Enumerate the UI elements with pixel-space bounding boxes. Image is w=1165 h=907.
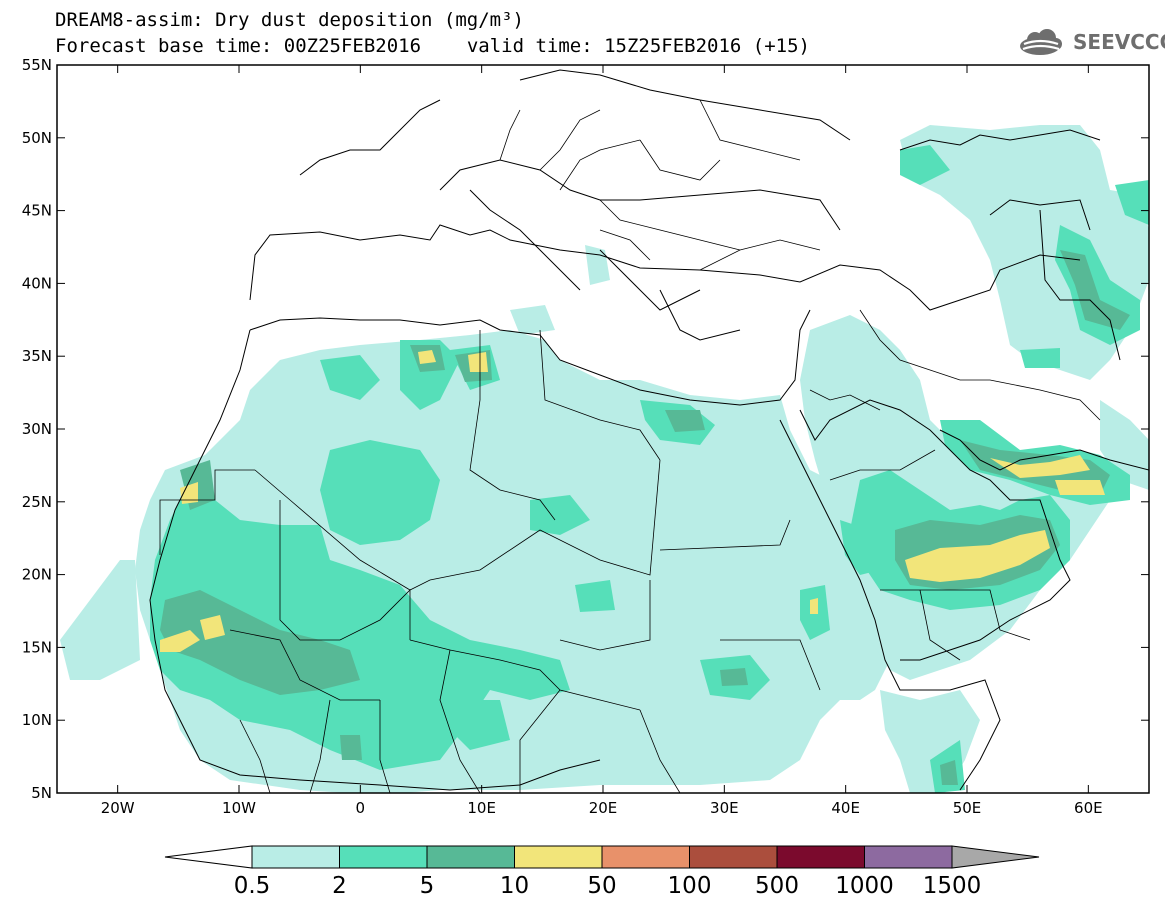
axis-tick-labels: 20W 10W 0 10E 20E 30E 40E 50E 60E 55N 50N 45N 40N 35N…	[22, 56, 1103, 817]
axis-ticks	[57, 64, 1149, 794]
lat-tick-label: 10N	[22, 711, 52, 729]
lat-tick-label: 35N	[22, 347, 52, 365]
lon-tick-label: 20E	[589, 799, 618, 817]
deposition-field	[60, 125, 1149, 793]
base-time: Forecast base time: 00Z25FEB2016	[55, 35, 422, 57]
lon-tick-label: 10E	[467, 799, 496, 817]
forecast-times: Forecast base time: 00Z25FEB2016 valid t…	[55, 36, 810, 56]
lon-tick-label: 10W	[222, 799, 256, 817]
lat-tick-label: 50N	[22, 129, 52, 147]
lon-tick-label: 0	[356, 799, 366, 817]
lon-tick-label: 30E	[710, 799, 739, 817]
lat-tick-label: 20N	[22, 566, 52, 584]
lat-tick-label: 30N	[22, 420, 52, 438]
lat-tick-label: 25N	[22, 493, 52, 511]
deposition-level-10	[160, 350, 1105, 652]
map-title: DREAM8-assim: Dry dust deposition (mg/m³…	[55, 9, 524, 31]
lat-tick-label: 5N	[31, 784, 52, 802]
lon-tick-label: 50E	[953, 799, 982, 817]
lat-tick-label: 15N	[22, 638, 52, 656]
valid-time: valid time: 15Z25FEB2016 (+15)	[466, 35, 810, 57]
lat-tick-label: 55N	[22, 56, 52, 74]
lon-tick-label: 20W	[101, 799, 135, 817]
lon-tick-label: 60E	[1074, 799, 1103, 817]
cloud-logo-icon	[1020, 29, 1062, 55]
country-borders	[159, 99, 1101, 793]
lon-tick-label: 40E	[831, 799, 860, 817]
lat-tick-label: 45N	[22, 202, 52, 220]
lat-tick-label: 40N	[22, 274, 52, 292]
logo-text: SEEVCCC	[1073, 30, 1165, 54]
